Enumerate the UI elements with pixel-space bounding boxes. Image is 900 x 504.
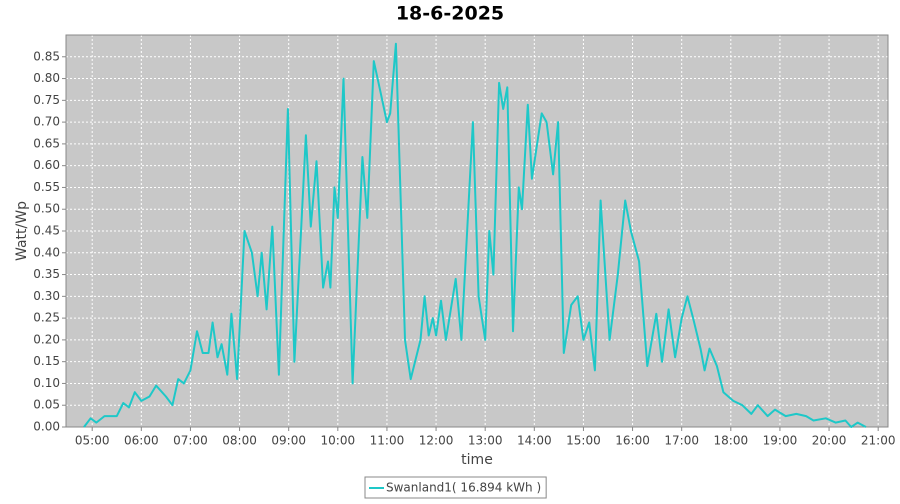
y-tick-label: 0.30 [33,289,60,303]
legend: Swanland1( 16.894 kWh ) [364,476,547,499]
y-tick-label: 0.50 [33,202,60,216]
x-tick-label: 12:00 [419,434,454,448]
x-axis-title: time [461,452,493,468]
x-tick-label: 13:00 [468,434,503,448]
y-tick-label: 0.60 [33,158,60,172]
x-tick-label: 08:00 [222,434,257,448]
legend-label: Swanland1( 16.894 kWh ) [386,481,541,495]
y-tick-label: 0.80 [33,71,60,85]
x-tick-label: 20:00 [812,434,847,448]
y-tick-label: 0.75 [33,93,60,107]
x-tick-label: 09:00 [271,434,306,448]
x-tick-label: 07:00 [173,434,208,448]
y-tick-label: 0.20 [33,332,60,346]
y-tick-label: 0.25 [33,311,60,325]
x-tick-label: 17:00 [664,434,699,448]
x-tick-label: 18:00 [714,434,749,448]
x-tick-label: 14:00 [517,434,552,448]
x-tick-label: 21:00 [861,434,896,448]
data-line [83,42,867,428]
y-tick-label: 0.05 [33,398,60,412]
y-tick-label: 0.55 [33,180,60,194]
chart-title: 18-6-2025 [396,3,504,25]
x-tick-label: 15:00 [566,434,601,448]
y-tick-label: 0.40 [33,245,60,259]
x-tick-label: 10:00 [321,434,356,448]
plot-border [65,34,889,428]
y-tick-label: 0.45 [33,224,60,238]
x-tick-label: 19:00 [763,434,798,448]
y-tick-label: 0.15 [33,354,60,368]
x-tick-label: 06:00 [124,434,159,448]
x-tick-label: 16:00 [615,434,650,448]
legend-box [364,476,547,499]
x-tick-label: 11:00 [370,434,405,448]
y-tick-label: 0.35 [33,267,60,281]
y-tick-label: 0.65 [33,136,60,150]
y-axis-title: Watt/Wp [14,201,30,261]
y-tick-label: 0.00 [33,420,60,434]
y-tick-label: 0.10 [33,376,60,390]
y-tick-label: 0.70 [33,115,60,129]
y-tick-label: 0.85 [33,49,60,63]
x-tick-label: 05:00 [75,434,110,448]
